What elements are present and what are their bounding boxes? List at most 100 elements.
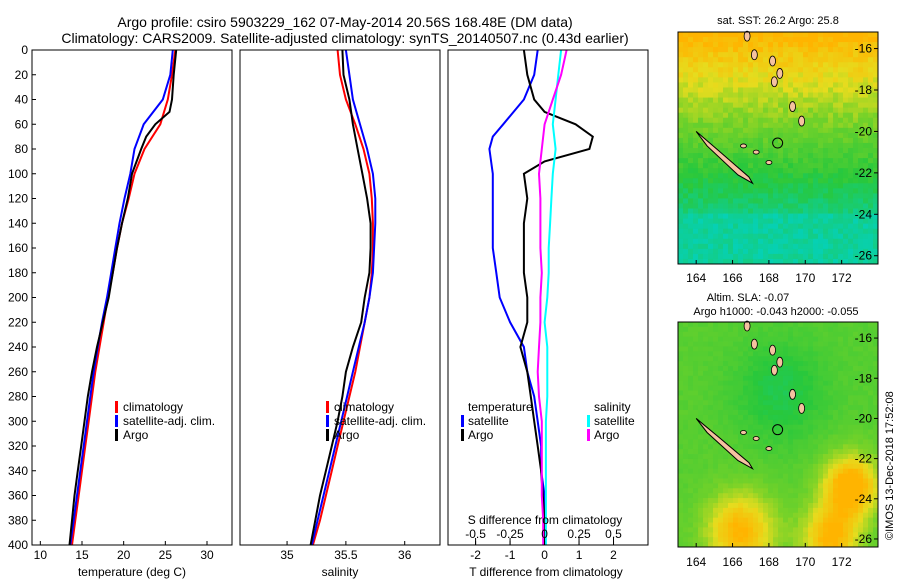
map-cell xyxy=(688,258,694,265)
map-cell xyxy=(848,173,854,179)
map-cell xyxy=(758,331,764,338)
map-cell xyxy=(868,238,874,245)
legend-salinity-title: salinity xyxy=(594,400,631,414)
map-cell xyxy=(818,258,824,265)
map-cell xyxy=(803,137,809,144)
map-cell xyxy=(708,458,714,465)
map-cell xyxy=(793,92,799,98)
map-cell xyxy=(708,346,714,352)
map-cell xyxy=(808,473,814,479)
map-cell xyxy=(758,92,764,98)
map-x-tick-label: 168 xyxy=(759,271,779,285)
map-cell xyxy=(748,458,754,465)
map-cell xyxy=(688,163,694,169)
map-cell xyxy=(708,414,714,421)
map-cell xyxy=(773,188,779,194)
map-cell xyxy=(848,102,854,109)
map-cell xyxy=(718,410,724,416)
map-cell xyxy=(753,137,759,144)
map-cell xyxy=(753,502,759,509)
map-y-tick-label: -26 xyxy=(855,249,873,263)
map-cell xyxy=(788,454,794,460)
map-cell xyxy=(863,488,869,494)
map-cell xyxy=(678,532,684,538)
map-cell xyxy=(788,57,794,63)
map-cell xyxy=(863,203,869,209)
map-cell xyxy=(803,117,809,124)
map-cell xyxy=(793,173,799,179)
map-cell xyxy=(753,213,759,220)
map-cell xyxy=(723,253,729,260)
map-cell xyxy=(813,336,819,342)
map-cell xyxy=(873,346,879,352)
map-cell xyxy=(843,107,849,114)
map-cell xyxy=(688,322,694,328)
map-cell xyxy=(738,370,744,377)
map-cell xyxy=(758,213,764,220)
map-cell xyxy=(828,380,834,386)
map-cell xyxy=(748,77,754,83)
map-cell xyxy=(853,517,859,523)
map-cell xyxy=(718,366,724,372)
map-cell xyxy=(718,370,724,377)
map-cell xyxy=(743,361,749,367)
map-cell xyxy=(853,163,859,169)
map-cell xyxy=(773,512,779,519)
map-cell xyxy=(823,117,829,124)
map-cell xyxy=(853,395,859,401)
map-cell xyxy=(868,142,874,149)
map-cell xyxy=(873,322,879,328)
map-cell xyxy=(728,361,734,367)
map-cell xyxy=(813,153,819,159)
map-cell xyxy=(858,424,864,431)
map-cell xyxy=(793,380,799,386)
map-cell xyxy=(748,322,754,328)
map-cell xyxy=(693,375,699,382)
map-cell xyxy=(803,400,809,406)
map-cell xyxy=(873,132,879,139)
map-cell xyxy=(863,542,869,548)
map-cell xyxy=(838,243,844,250)
map-cell xyxy=(763,439,769,445)
map-cell xyxy=(833,502,839,509)
map-cell xyxy=(743,444,749,450)
map-cell xyxy=(728,47,734,53)
map-cell xyxy=(758,52,764,58)
map-cell xyxy=(713,173,719,179)
map-cell xyxy=(818,107,824,114)
map-cell xyxy=(683,439,689,445)
map-cell xyxy=(813,107,819,114)
map-cell xyxy=(798,253,804,260)
map-cell xyxy=(823,502,829,509)
map-cell xyxy=(723,168,729,174)
series-temperature-argo xyxy=(519,49,594,545)
map-cell xyxy=(693,454,699,460)
map-cell xyxy=(873,97,879,104)
map-cell xyxy=(823,542,829,548)
map-cell xyxy=(728,356,734,362)
map-cell xyxy=(818,512,824,519)
map-cell xyxy=(808,434,814,440)
map-cell xyxy=(703,537,709,543)
map-cell xyxy=(748,454,754,460)
map-cell xyxy=(743,122,749,129)
map-cell xyxy=(783,537,789,543)
map-cell xyxy=(713,380,719,386)
map-cell xyxy=(758,439,764,445)
map-cell xyxy=(793,419,799,426)
s-tick-label: 0.5 xyxy=(605,527,622,541)
map-cell xyxy=(808,238,814,245)
map-cell xyxy=(738,122,744,129)
map-cell xyxy=(708,82,714,88)
map-cell xyxy=(823,454,829,460)
map-cell xyxy=(788,468,794,475)
map-cell xyxy=(763,483,769,489)
map-cell xyxy=(698,52,704,58)
map-cell xyxy=(688,198,694,204)
legend-swatch-satellite xyxy=(326,415,329,427)
map-cell xyxy=(868,361,874,367)
map-cell xyxy=(703,434,709,440)
map-cell xyxy=(793,326,799,333)
map-cell xyxy=(833,248,839,255)
map-cell xyxy=(713,142,719,149)
